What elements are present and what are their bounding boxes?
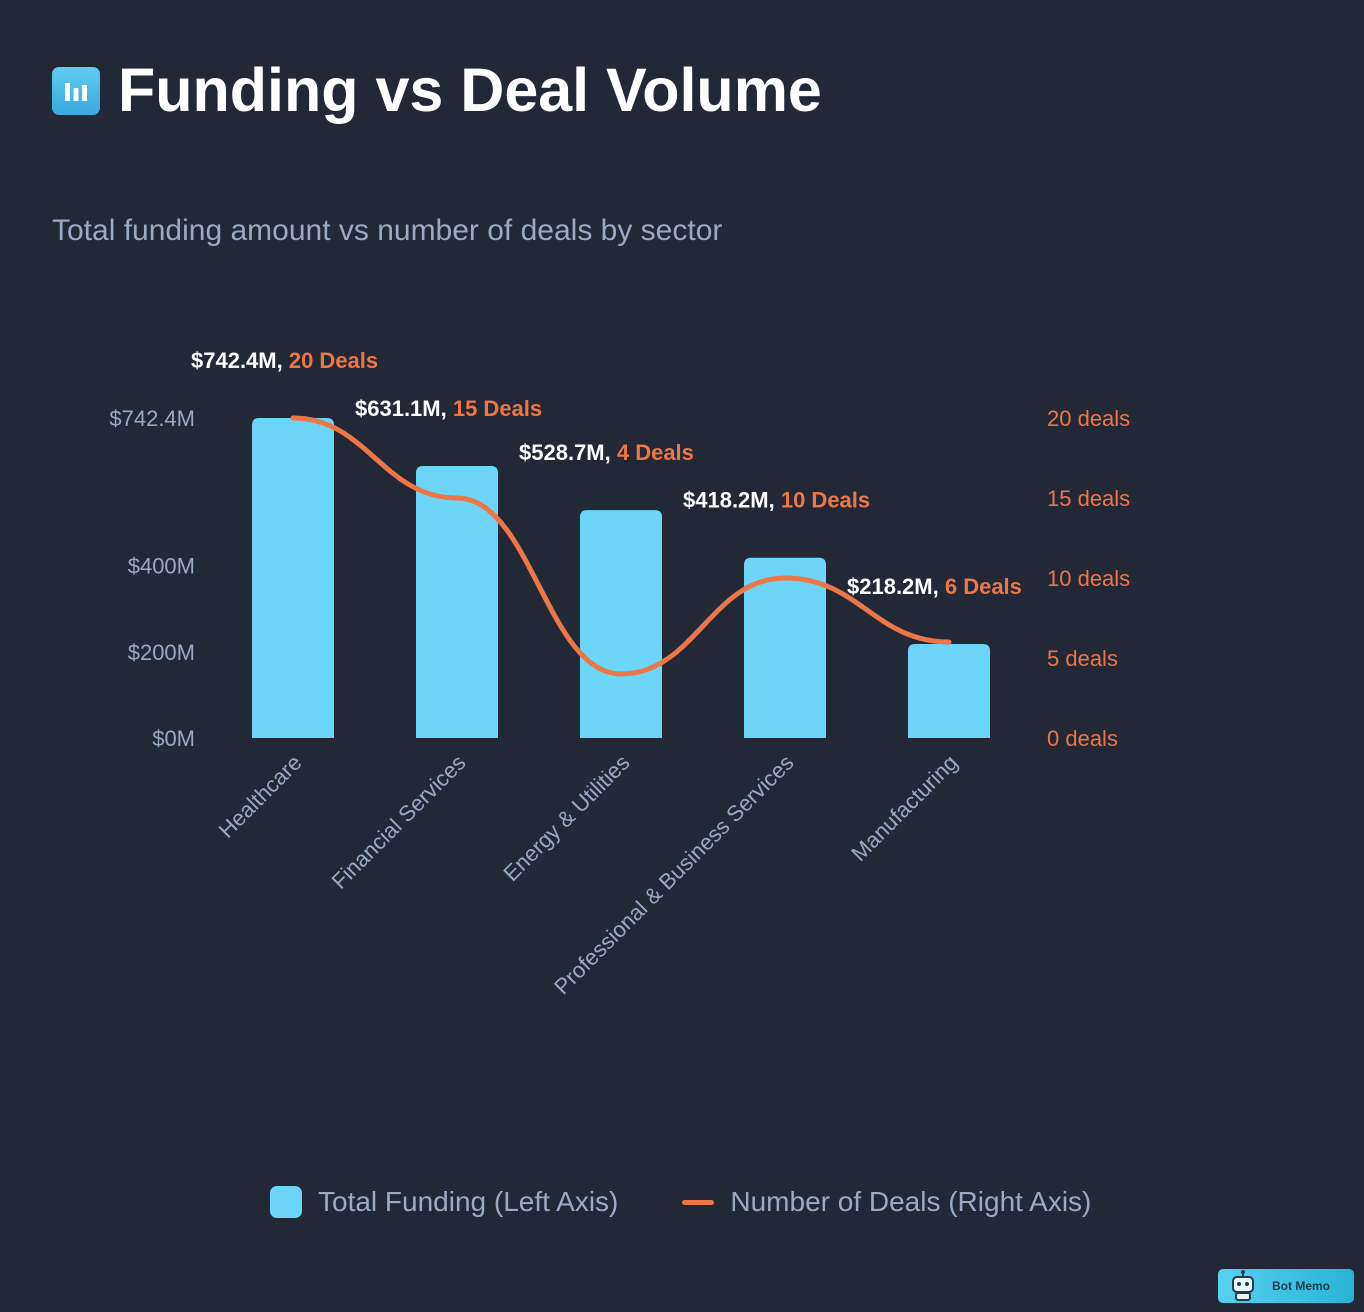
brand-label: Bot Memo	[1272, 1279, 1330, 1293]
legend-label-funding: Total Funding (Left Axis)	[318, 1186, 619, 1217]
left-tick-label-1: $200M	[128, 640, 195, 665]
legend-item-funding[interactable]: Total Funding (Left Axis)	[270, 1186, 618, 1218]
right-tick-label-2: 10 deals	[1047, 566, 1130, 591]
category-label-2: Energy & Utilities	[498, 750, 634, 886]
right-tick-label-3: 15 deals	[1047, 486, 1130, 511]
right-tick-label-0: 0 deals	[1047, 726, 1118, 751]
data-label-2: $528.7M, 4 Deals	[519, 440, 694, 465]
right-tick-label-1: 5 deals	[1047, 646, 1118, 671]
data-label-deals-2: 4 Deals	[617, 440, 694, 465]
bar-chart-icon	[52, 66, 100, 115]
category-label-0: Healthcare	[214, 750, 307, 843]
chart-header: Funding vs Deal Volume	[52, 60, 822, 121]
left-tick-label-0: $0M	[152, 726, 195, 751]
right-tick-label-4: 20 deals	[1047, 406, 1130, 431]
legend-item-deals[interactable]: Number of Deals (Right Axis)	[682, 1186, 1091, 1218]
legend-swatch-deals	[682, 1199, 715, 1205]
data-label-funding-2: $528.7M,	[519, 440, 617, 465]
data-label-4: $218.2M, 6 Deals	[847, 574, 1022, 599]
data-label-deals-3: 10 Deals	[781, 488, 870, 513]
bar-0	[252, 418, 334, 738]
data-label-deals-4: 6 Deals	[945, 574, 1022, 599]
chart-subtitle: Total funding amount vs number of deals …	[52, 214, 723, 247]
chart-plot: $0M $200M $400M $742.4M 0 deals 5 deals 10 dea…	[109, 348, 1130, 999]
category-label-1: Financial Services	[327, 750, 471, 894]
bar-3	[744, 557, 826, 738]
left-tick-label-2: $400M	[128, 554, 195, 579]
chart-legend: Total Funding (Left Axis) Number of Deal…	[270, 1186, 1091, 1218]
category-label-4: Manufacturing	[846, 750, 962, 866]
legend-swatch-funding	[270, 1186, 302, 1218]
data-label-funding-4: $218.2M,	[847, 574, 945, 599]
data-label-funding-1: $631.1M,	[355, 396, 453, 421]
deals-line	[290, 415, 952, 677]
data-label-funding-0: $742.4M,	[191, 348, 289, 373]
data-label-3: $418.2M, 10 Deals	[683, 488, 870, 513]
data-label-deals-0: 20 Deals	[289, 348, 378, 373]
bar-4	[908, 643, 990, 738]
data-label-deals-1: 15 Deals	[453, 396, 542, 421]
bar-2	[580, 510, 662, 738]
legend-label-deals: Number of Deals (Right Axis)	[730, 1186, 1092, 1217]
left-tick-label-3: $742.4M	[109, 406, 195, 431]
data-label-0: $742.4M, 20 Deals	[191, 348, 378, 373]
brand-badge[interactable]: Bot Memo	[1218, 1269, 1354, 1303]
robot-icon	[1232, 1270, 1254, 1301]
data-label-1: $631.1M, 15 Deals	[355, 396, 542, 421]
chart-title: Funding vs Deal Volume	[118, 56, 822, 124]
data-label-funding-3: $418.2M,	[683, 488, 781, 513]
bar-1	[416, 465, 498, 738]
